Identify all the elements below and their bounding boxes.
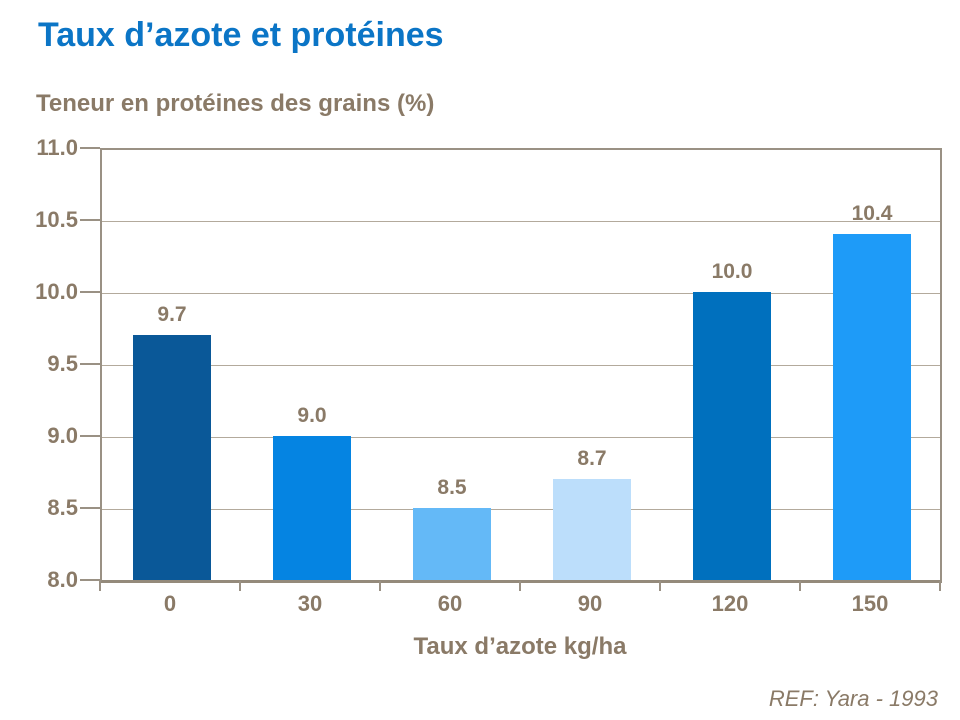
y-tick-label: 8.5 <box>47 495 78 520</box>
x-tick-label: 30 <box>297 591 323 616</box>
bar-60 <box>413 508 491 580</box>
bar-30 <box>273 436 351 580</box>
y-tick <box>80 363 100 365</box>
y-tick-label: 9.5 <box>47 351 78 376</box>
y-tick <box>80 219 100 221</box>
bar-150 <box>833 234 911 580</box>
y-tick <box>80 147 100 149</box>
bar-value-label: 9.7 <box>157 303 187 327</box>
bar-value-label: 10.4 <box>851 202 893 226</box>
x-axis-title: Taux d’azote kg/ha <box>413 633 627 660</box>
gridline <box>102 365 940 366</box>
x-tick-label: 0 <box>163 591 177 616</box>
y-tick <box>80 435 100 437</box>
x-tick-label: 90 <box>577 591 603 616</box>
y-tick <box>80 507 100 509</box>
y-tick <box>80 291 100 293</box>
x-tick-label: 150 <box>851 591 889 616</box>
plot-area: 9.7 9.0 8.5 8.7 10.0 10.4 <box>100 148 942 583</box>
bar-0 <box>133 335 211 580</box>
y-tick <box>80 579 100 581</box>
bar-value-label: 9.0 <box>297 404 327 427</box>
x-tick <box>659 581 661 591</box>
gridline <box>102 437 940 438</box>
bar-value-label: 8.7 <box>577 447 607 471</box>
gridline <box>102 509 940 510</box>
x-tick <box>99 581 101 591</box>
x-tick <box>519 581 521 591</box>
y-tick-label: 9.0 <box>47 423 78 448</box>
chart-title: Taux d’azote et protéines <box>38 16 444 54</box>
bar-90 <box>553 479 631 580</box>
x-tick <box>379 581 381 591</box>
x-tick-label: 60 <box>437 591 463 616</box>
x-tick-label: 120 <box>711 591 749 616</box>
bar-value-label: 8.5 <box>437 476 467 499</box>
y-tick-label: 8.0 <box>47 567 78 592</box>
x-tick <box>239 581 241 591</box>
bar-120 <box>693 292 771 580</box>
y-tick-label: 10.5 <box>35 207 78 232</box>
y-tick-label: 11.0 <box>36 135 78 160</box>
gridline <box>102 293 940 294</box>
x-tick <box>799 581 801 591</box>
y-axis-caption: Teneur en protéines des grains (%) <box>36 90 435 117</box>
gridline <box>102 221 940 222</box>
reference-note: REF: Yara - 1993 <box>768 686 938 711</box>
x-tick <box>939 581 941 591</box>
y-tick-label: 10.0 <box>35 279 78 304</box>
bar-value-label: 10.0 <box>711 260 753 283</box>
